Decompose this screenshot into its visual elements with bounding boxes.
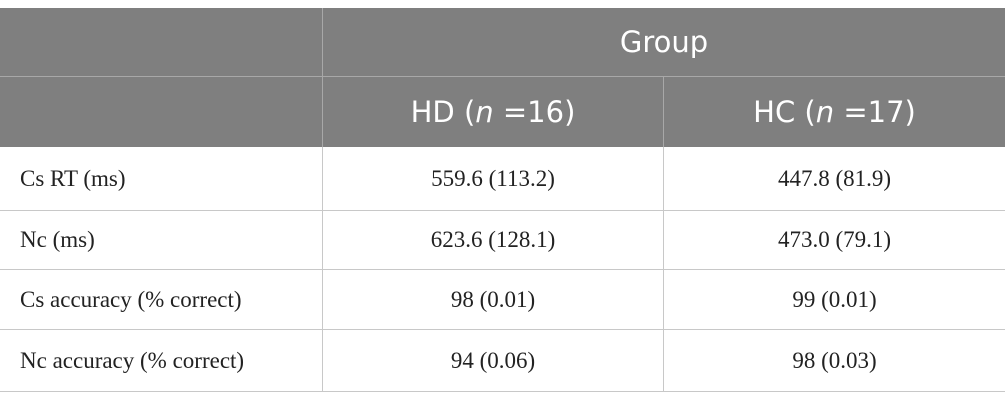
table-cell: 98 (0.03) bbox=[663, 330, 1005, 392]
row-label: Cs RT (ms) bbox=[0, 147, 322, 211]
table-cell: 98 (0.01) bbox=[322, 270, 663, 330]
row-label: Nc accuracy (% correct) bbox=[0, 330, 322, 392]
header-blank bbox=[0, 8, 322, 77]
row-label: Nc (ms) bbox=[0, 211, 322, 270]
column-header: HD (n =16) bbox=[322, 77, 663, 147]
header-text: n bbox=[815, 95, 835, 129]
header-text: HD ( bbox=[410, 95, 476, 129]
row-label: Cs accuracy (% correct) bbox=[0, 270, 322, 330]
group-header: Group bbox=[322, 8, 1005, 77]
table-cell: 623.6 (128.1) bbox=[322, 211, 663, 270]
header-text: =16) bbox=[493, 95, 576, 129]
table-cell: 447.8 (81.9) bbox=[663, 147, 1005, 211]
header-blank bbox=[0, 77, 322, 147]
header-text: n bbox=[475, 95, 494, 129]
table-cell: 99 (0.01) bbox=[663, 270, 1005, 330]
column-header: HC (n =17) bbox=[663, 77, 1005, 147]
table-cell: 473.0 (79.1) bbox=[663, 211, 1005, 270]
header-text: =17) bbox=[834, 95, 916, 129]
header-text: HC ( bbox=[753, 95, 816, 129]
table-cell: 559.6 (113.2) bbox=[322, 147, 663, 211]
table-cell: 94 (0.06) bbox=[322, 330, 663, 392]
